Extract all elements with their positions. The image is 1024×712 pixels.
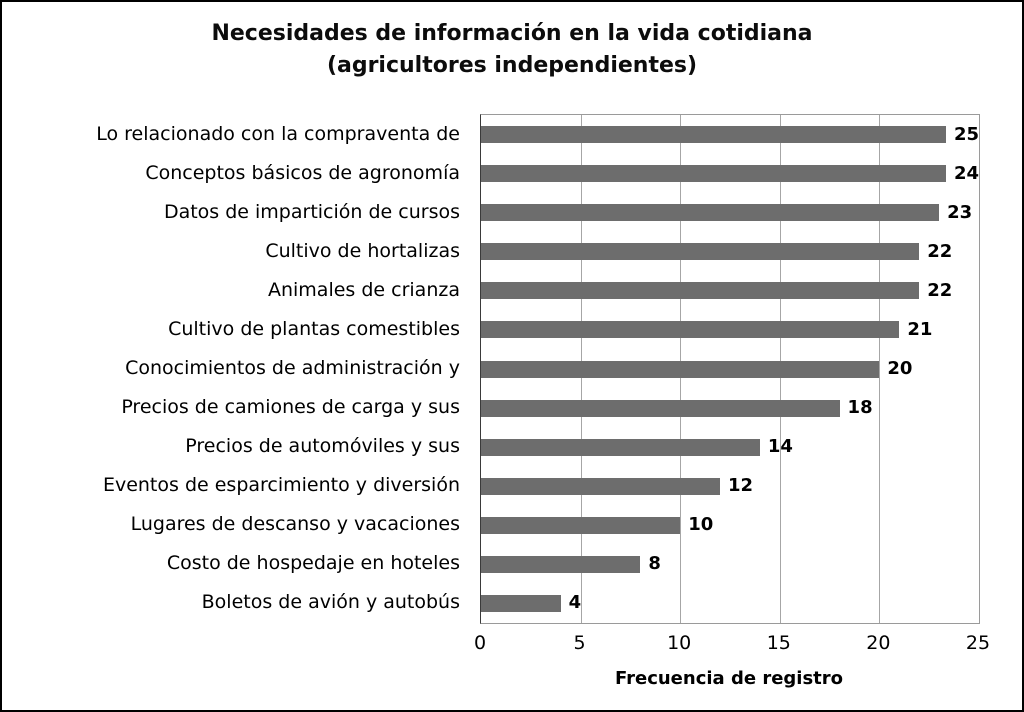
category-label: Conocimientos de administración y: [125, 357, 460, 379]
bar-row: 20: [481, 349, 979, 388]
x-tick-label: 20: [866, 632, 891, 654]
bar-row: 25: [481, 115, 979, 154]
bar-value-label: 22: [927, 240, 953, 262]
category-label: Costo de hospedaje en hoteles: [166, 552, 460, 575]
bar-value-label: 14: [767, 436, 793, 458]
bar-value-label: 22: [927, 279, 953, 301]
category-label: Cultivo de plantas comestibles: [168, 317, 460, 340]
chart-subtitle: (agricultores independientes): [326, 52, 698, 78]
bar-row: 4: [481, 584, 979, 623]
bar-value-label: 12: [728, 475, 754, 497]
bar: [481, 555, 641, 573]
bar-value-label: 10: [688, 514, 714, 536]
x-tick-label: 0: [473, 632, 487, 654]
bar-row: 23: [481, 193, 979, 232]
bar: [481, 360, 880, 378]
bar: [481, 204, 940, 222]
category-label: Precios de automóviles y sus: [185, 435, 460, 458]
bar: [481, 477, 721, 495]
chart-title-block: Necesidades de información en la vida co…: [2, 18, 1022, 82]
category-label: Boletos de avión y autobús: [201, 591, 460, 614]
bar: [481, 594, 561, 612]
bar-value-label: 20: [887, 358, 913, 379]
bar: [481, 321, 900, 339]
bar: [481, 243, 920, 261]
bar-row: 12: [481, 467, 979, 506]
x-tick-label: 10: [667, 632, 692, 654]
bar-row: 22: [481, 232, 979, 271]
bar-row: 24: [481, 154, 979, 193]
chart-title: Necesidades de información en la vida co…: [211, 21, 813, 46]
gridline: [879, 115, 881, 623]
category-label: Animales de crianza: [267, 278, 460, 301]
bar: [481, 438, 760, 456]
category-label: Precios de camiones de carga y sus: [121, 396, 460, 419]
bar-row: 10: [481, 506, 979, 545]
x-tick-label: 5: [573, 632, 586, 654]
plot-area: 25 24 23 22 22 21 20 18 14 12 10 8 4: [480, 114, 980, 624]
bar: [481, 516, 681, 534]
bar-value-label: 24: [953, 162, 979, 184]
bar-value-label: 23: [947, 201, 973, 223]
bar: [481, 126, 946, 144]
category-label: Conceptos básicos de agronomía: [145, 161, 460, 184]
x-axis-label: Frecuencia de registro: [614, 668, 844, 689]
bar-row: 22: [481, 271, 979, 310]
bar-row: 18: [481, 389, 979, 428]
category-label: Eventos de esparcimiento y diversión: [102, 474, 460, 497]
x-tick-label: 25: [965, 632, 991, 654]
bar: [481, 399, 840, 417]
bar: [481, 165, 946, 183]
bar-row: 8: [481, 545, 979, 584]
bar-value-label: 4: [568, 592, 582, 614]
bar-value-label: 21: [907, 318, 933, 340]
bar-value-label: 18: [847, 397, 873, 419]
category-label: Lugares de descanso y vacaciones: [130, 513, 460, 536]
bar-value-label: 8: [648, 553, 661, 575]
category-label: Datos de impartición de cursos: [163, 200, 460, 223]
bar-row: 14: [481, 428, 979, 467]
bar-series: 25 24 23 22 22 21 20 18 14 12 10 8 4: [481, 115, 979, 623]
bar-value-label: 25: [953, 123, 979, 145]
category-axis: Lo relacionado con la compraventa de Conc…: [8, 114, 460, 622]
category-label: Lo relacionado con la compraventa de: [96, 122, 460, 145]
category-label: Cultivo de hortalizas: [265, 239, 460, 262]
x-axis-ticks: 0 5 10 15 20 25: [474, 632, 990, 658]
bar-row: 21: [481, 310, 979, 349]
bar: [481, 282, 920, 300]
x-tick-label: 15: [766, 632, 791, 654]
